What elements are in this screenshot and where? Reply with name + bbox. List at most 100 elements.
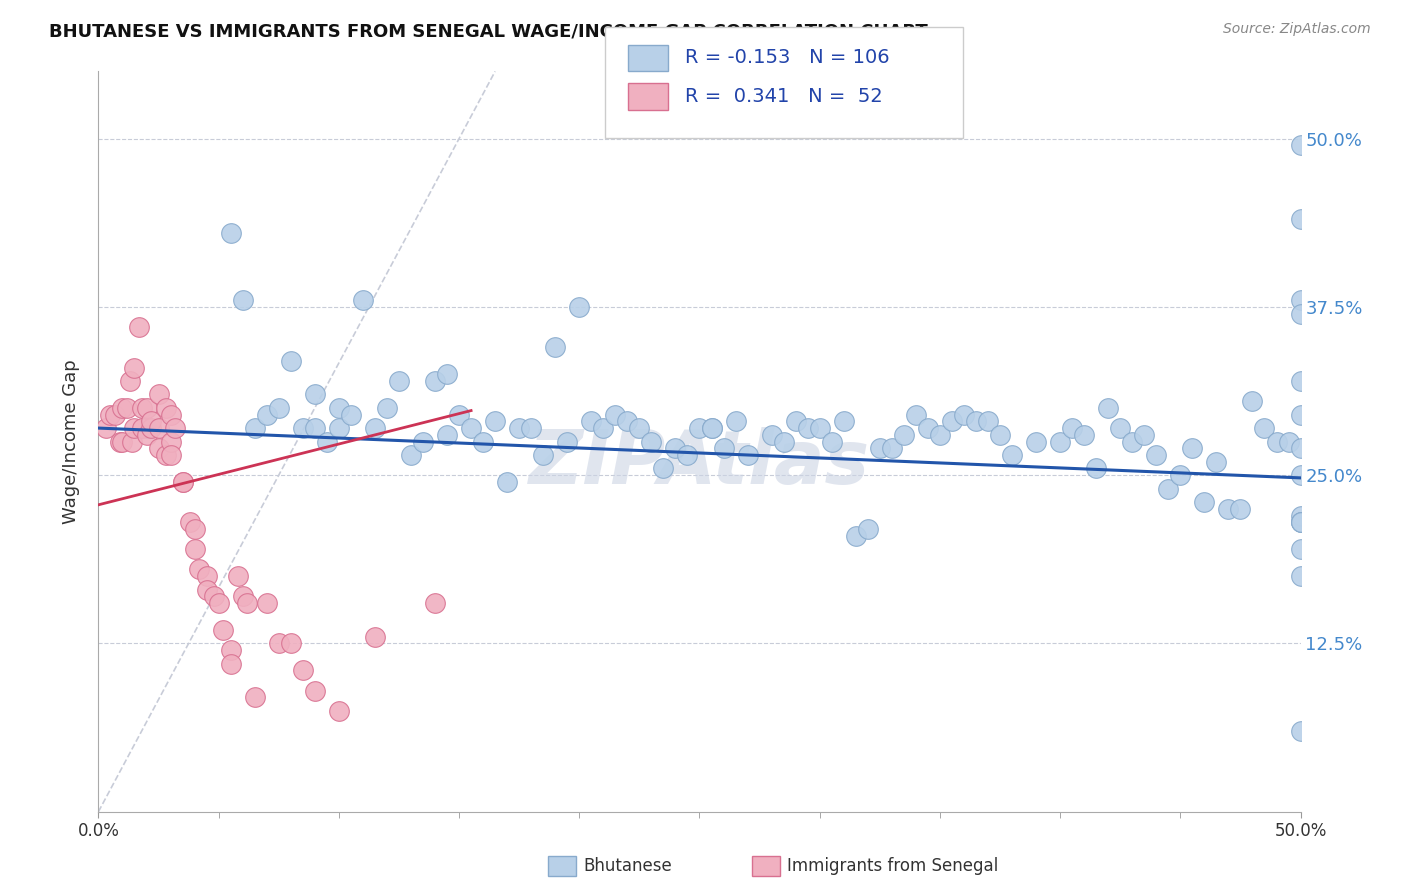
Point	[159, 408, 181, 422]
Point	[1289, 442, 1312, 456]
Point	[208, 596, 231, 610]
Point	[472, 434, 495, 449]
Point	[988, 427, 1011, 442]
Point	[700, 421, 723, 435]
Point	[568, 300, 591, 314]
Point	[195, 582, 218, 597]
Point	[1289, 374, 1312, 388]
Point	[315, 434, 337, 449]
Point	[340, 408, 363, 422]
Point	[364, 421, 387, 435]
Point	[1025, 434, 1047, 449]
Point	[1253, 421, 1275, 435]
Point	[628, 421, 651, 435]
Point	[1289, 516, 1312, 530]
Point	[1097, 401, 1119, 415]
Point	[700, 421, 723, 435]
Point	[544, 340, 567, 354]
Point	[232, 293, 254, 308]
Text: Immigrants from Senegal: Immigrants from Senegal	[787, 857, 998, 875]
Point	[917, 421, 939, 435]
Point	[761, 427, 783, 442]
Point	[131, 421, 153, 435]
Point	[977, 414, 1000, 428]
Point	[1289, 212, 1312, 227]
Point	[111, 401, 134, 415]
Point	[832, 414, 855, 428]
Point	[436, 368, 458, 382]
Point	[845, 529, 868, 543]
Point	[1289, 569, 1312, 583]
Point	[785, 414, 807, 428]
Point	[555, 434, 578, 449]
Point	[1289, 293, 1312, 308]
Point	[713, 442, 735, 456]
Text: ZIPAtlas: ZIPAtlas	[529, 427, 870, 500]
Point	[1289, 307, 1312, 321]
Point	[688, 421, 710, 435]
Point	[121, 434, 143, 449]
Point	[291, 421, 314, 435]
Point	[1289, 508, 1312, 523]
Point	[183, 522, 205, 536]
Point	[531, 448, 554, 462]
Point	[1170, 468, 1192, 483]
Point	[1265, 434, 1288, 449]
Point	[1289, 408, 1312, 422]
Point	[821, 434, 844, 449]
Point	[212, 623, 235, 637]
Text: Bhutanese: Bhutanese	[583, 857, 672, 875]
Point	[953, 408, 976, 422]
Point	[1121, 434, 1143, 449]
Point	[1073, 427, 1095, 442]
Point	[808, 421, 831, 435]
Point	[304, 387, 326, 401]
Point	[104, 408, 127, 422]
Point	[124, 421, 146, 435]
Point	[195, 569, 218, 583]
Text: R =  0.341   N =  52: R = 0.341 N = 52	[685, 87, 883, 106]
Point	[1241, 394, 1264, 409]
Point	[1109, 421, 1132, 435]
Point	[664, 442, 686, 456]
Point	[236, 596, 259, 610]
Point	[1289, 723, 1312, 738]
Point	[328, 704, 350, 718]
Point	[155, 401, 177, 415]
Point	[1062, 421, 1084, 435]
Point	[592, 421, 614, 435]
Point	[148, 387, 170, 401]
Point	[280, 636, 302, 650]
Point	[128, 320, 150, 334]
Point	[1194, 495, 1216, 509]
Point	[484, 414, 506, 428]
Point	[202, 590, 225, 604]
Point	[159, 448, 181, 462]
Point	[232, 590, 254, 604]
Y-axis label: Wage/Income Gap: Wage/Income Gap	[62, 359, 80, 524]
Point	[172, 475, 194, 489]
Point	[219, 643, 242, 657]
Point	[904, 408, 927, 422]
Point	[1289, 516, 1312, 530]
Point	[256, 408, 278, 422]
Point	[1049, 434, 1071, 449]
Point	[117, 401, 139, 415]
Point	[111, 434, 134, 449]
Point	[1085, 461, 1108, 475]
Point	[108, 434, 131, 449]
Point	[267, 401, 290, 415]
Point	[1133, 427, 1156, 442]
Point	[328, 401, 350, 415]
Point	[135, 401, 157, 415]
Point	[412, 434, 434, 449]
Point	[640, 434, 662, 449]
Point	[965, 414, 987, 428]
Point	[124, 360, 146, 375]
Point	[100, 408, 122, 422]
Point	[1289, 138, 1312, 153]
Point	[280, 353, 302, 368]
Point	[460, 421, 482, 435]
Point	[304, 683, 326, 698]
Point	[737, 448, 759, 462]
